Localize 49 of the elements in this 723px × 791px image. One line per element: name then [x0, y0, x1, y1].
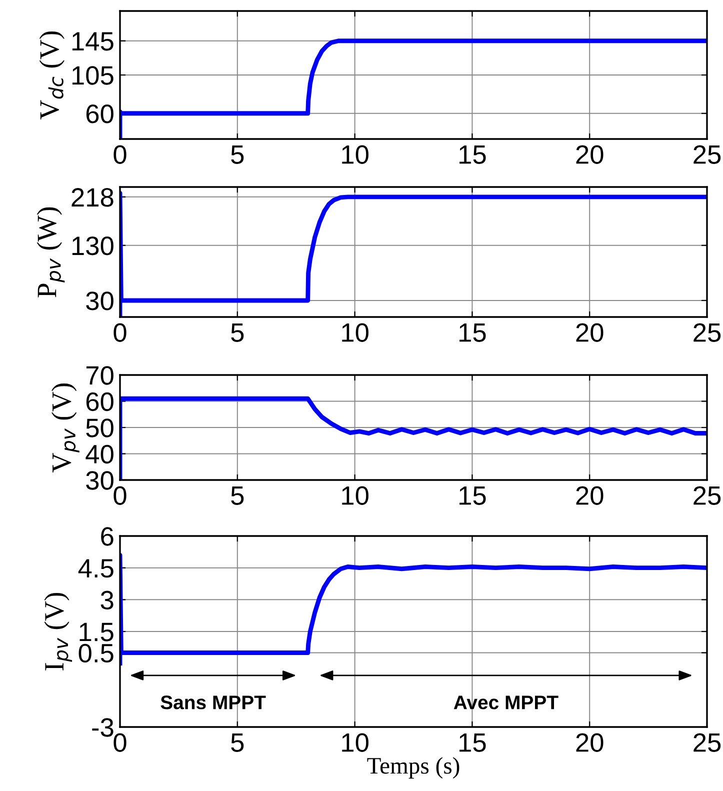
y-tick-label: 145	[72, 32, 114, 51]
y-tick-label: 105	[72, 66, 114, 85]
y-tick-label: 70	[86, 366, 114, 385]
x-tick-label: 0	[114, 323, 126, 342]
y-tick-label: 30	[86, 471, 114, 490]
x-tick-label: 5	[231, 146, 244, 164]
x-tick-label: 25	[694, 733, 721, 752]
x-tick-label: 25	[694, 323, 721, 342]
y-tick-label: 6	[101, 527, 114, 546]
y-tick-label: 30	[86, 292, 114, 310]
x-tick-label: 5	[231, 324, 244, 342]
y-tick-label: 218	[72, 188, 114, 207]
x-tick-label: 15	[460, 146, 486, 164]
y-axis-title: I$_{pv}$ (V)	[44, 592, 72, 670]
x-tick-label: 5	[231, 734, 244, 752]
x-tick-label: 20	[576, 145, 604, 164]
y-axis-title: P$_{pv}$ (W)	[36, 207, 65, 298]
x-tick-label: 15	[460, 324, 486, 342]
x-tick-label: 10	[342, 486, 368, 505]
line-series	[120, 552, 707, 666]
x-tick-label: 0	[114, 145, 126, 164]
y-tick-label: 130	[72, 236, 114, 256]
annotation: Avec MPPT	[454, 696, 558, 710]
x-tick-label: 0	[114, 733, 126, 752]
x-tick-label: 20	[576, 486, 604, 505]
x-tick-label: 25	[694, 145, 721, 164]
y-tick-label: 4.5	[78, 559, 114, 578]
annotation: Sans MPPT	[160, 696, 266, 710]
x-tick-label: 10	[342, 733, 368, 752]
x-tick-label: 0	[114, 486, 126, 505]
y-tick-label: 50	[86, 418, 114, 438]
y-axis-title: V$_{pv}$ (V)	[51, 384, 80, 472]
y-tick-label: 60	[86, 104, 114, 124]
y-axis-title: V$_{dc}$ (V)	[39, 31, 64, 120]
y-tick-label: -3	[92, 718, 114, 737]
y-tick-label: 40	[86, 444, 114, 464]
x-tick-label: 10	[342, 145, 368, 164]
y-tick-label: 1.5	[80, 622, 114, 642]
x-tick-label: 20	[576, 323, 604, 342]
y-tick-label: 3	[100, 590, 114, 610]
x-tick-label: 10	[342, 323, 368, 342]
x-tick-label: 15	[460, 486, 486, 505]
x-tick-label: 5	[231, 486, 244, 505]
y-tick-label: 60	[86, 392, 114, 412]
y-tick-label: 0.5	[78, 644, 114, 663]
x-tick-label: 15	[460, 734, 486, 752]
x-tick-label: 20	[576, 733, 604, 752]
x-axis-title: Temps (s)	[367, 757, 460, 779]
x-tick-label: 25	[694, 486, 721, 505]
